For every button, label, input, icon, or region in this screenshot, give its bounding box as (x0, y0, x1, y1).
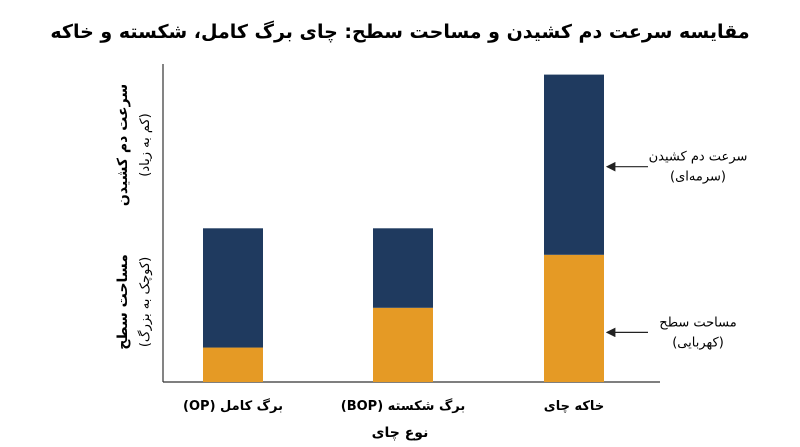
x-axis-title: نوع چای (372, 425, 429, 441)
y-axis-label-upper-sub: (کم به زیاد) (138, 113, 153, 176)
bar-surface-1 (203, 347, 263, 382)
x-tick-labels: برگ کامل (OP) برگ شکسته (BOP) خاکه چای (183, 397, 604, 414)
x-tick-label-3: خاکه چای (544, 399, 604, 414)
bar-brewing-3 (544, 74, 604, 255)
chart-title: مقایسه سرعت دم کشیدن و مساحت سطح: چای بر… (50, 20, 749, 43)
bar-surface-3 (544, 254, 604, 382)
annotation-surface-line-2: (کهربایی) (672, 335, 724, 350)
x-tick-label-1: برگ کامل (OP) (183, 397, 283, 414)
annotations-layer: سرعت دم کشیدن (سرمه‌ای) مساحت سطح (کهربایی) (605, 150, 748, 350)
y-axis-label-upper: سرعت دم کشیدن (کم به زیاد) (115, 84, 153, 206)
y-axis-label-lower: مساحت سطح (کوچک به بزرگ) (115, 254, 153, 349)
annotation-brewing-line-2: (سرمه‌ای) (670, 170, 726, 185)
y-axis-label-upper-main: سرعت دم کشیدن (115, 84, 131, 206)
x-tick-label-2: برگ شکسته (BOP) (341, 397, 466, 414)
bar-brewing-2 (373, 228, 433, 308)
bar-surface-2 (373, 307, 433, 382)
y-axis-label-lower-sub: (کوچک به بزرگ) (136, 257, 153, 347)
annotation-brewing-line-1: سرعت دم کشیدن (649, 150, 748, 165)
bar-brewing-1 (203, 228, 263, 348)
annotation-surface-line-1: مساحت سطح (659, 315, 736, 330)
y-axis-label-lower-main: مساحت سطح (115, 254, 131, 349)
bars-layer (203, 74, 604, 382)
